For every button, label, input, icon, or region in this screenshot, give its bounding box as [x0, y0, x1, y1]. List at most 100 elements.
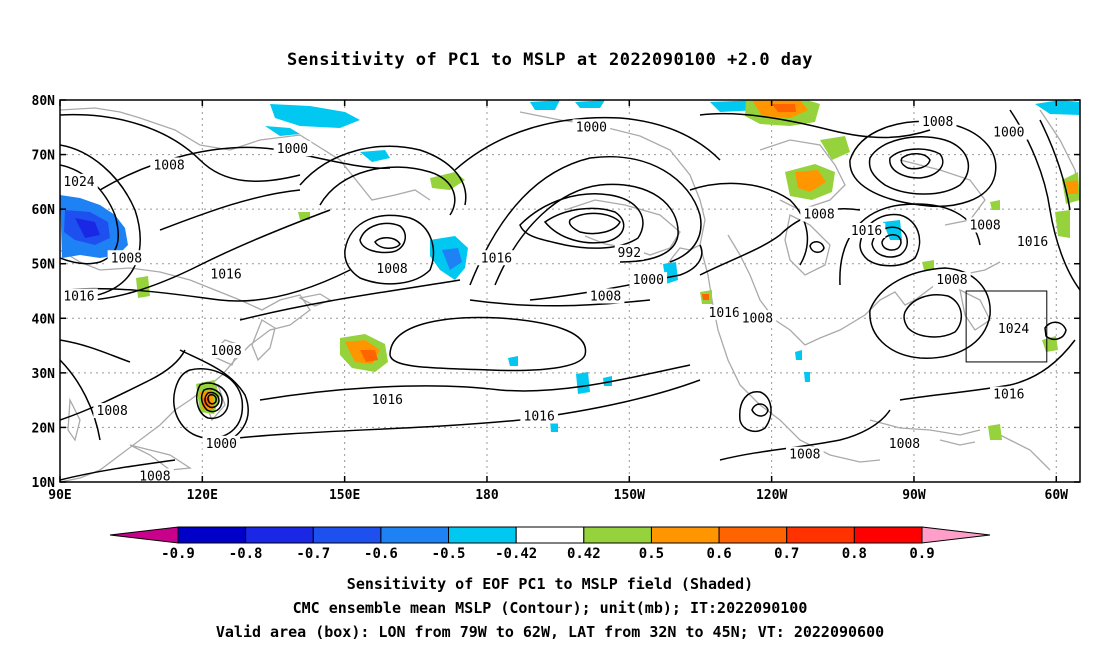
colorbar-swatch [515, 526, 585, 544]
contour-label: 1016 [210, 268, 241, 283]
lat-label: 60N [32, 203, 56, 218]
colorbar-max-arrow [921, 526, 991, 544]
colorbar-label: 0.5 [639, 546, 664, 562]
colorbar-swatch [312, 526, 382, 544]
contour-label-bg [207, 266, 245, 282]
lon-label: 150E [329, 488, 360, 503]
contour-label: 1008 [789, 448, 820, 463]
contour-label-bg [202, 435, 241, 451]
contour-label-bg [586, 288, 625, 304]
contour-label-bg [738, 310, 777, 326]
lon-label: 90W [902, 488, 926, 503]
contour-label-bg [136, 468, 174, 482]
lat-label: 20N [32, 421, 56, 436]
lon-label: 180 [475, 488, 499, 503]
contour-label: 1008 [969, 219, 1000, 234]
lat-label: 50N [32, 258, 56, 273]
contour-label-bg [373, 261, 411, 277]
contour-label: 1016 [709, 306, 740, 321]
colorbar-swatch [380, 526, 450, 544]
sensitivity-shading [60, 100, 1080, 440]
colorbar-label: -0.42 [495, 546, 537, 562]
contour-label: 1008 [111, 251, 142, 266]
contour-label-bg [800, 206, 838, 222]
contour-label: 992 [618, 246, 641, 261]
contour-label-bg [477, 250, 516, 266]
contour-label-bg [273, 141, 312, 157]
contour-label-bg [93, 403, 131, 419]
contour-label-bg [966, 217, 1004, 233]
colorbar-swatch [448, 526, 517, 544]
colorbar-swatch [853, 526, 923, 544]
contour-label: 1008 [97, 404, 128, 419]
colorbar-label: -0.5 [432, 546, 466, 562]
contour-label-bg [207, 343, 245, 359]
lon-label: 90E [48, 488, 71, 503]
colorbar: -0.9 -0.8 -0.7 -0.6 -0.5 -0.42 0.42 0.5 0.6 0.7 0.… [109, 526, 991, 562]
colorbar-label: 0.42 [567, 546, 601, 562]
valid-area-box [965, 290, 1048, 363]
colorbar-label: -0.7 [296, 546, 330, 562]
lat-label: 80N [32, 94, 56, 109]
contour-label: 1024 [63, 175, 94, 190]
contour-label-bg [150, 157, 188, 173]
contour-label: 1016 [372, 393, 403, 408]
colorbar-min-arrow [109, 526, 179, 544]
map-frame [59, 99, 1081, 483]
contour-label: 1016 [481, 251, 512, 266]
contour-label-bg [847, 222, 886, 238]
colorbar-swatch [718, 526, 788, 544]
contour-label: 1016 [993, 388, 1024, 403]
colorbar-label: -0.8 [229, 546, 263, 562]
contour-label: 1008 [922, 115, 953, 130]
figure-title: Sensitivity of PC1 to MSLP at 2022090100… [286, 50, 813, 70]
colorbar-swatch [177, 526, 247, 544]
lon-label: 150W [614, 488, 645, 503]
contour-label: 1016 [1017, 235, 1048, 250]
contour-label: 1000 [277, 142, 308, 157]
contour-label-bg [994, 321, 1033, 337]
lat-label: 30N [32, 367, 56, 382]
contour-label: 1016 [851, 224, 882, 239]
lat-label: 40N [32, 312, 56, 327]
contour-label-bg [520, 408, 558, 424]
contour-label: 1008 [210, 344, 241, 359]
contour-label: 1016 [524, 410, 555, 425]
contour-label: 1016 [63, 289, 94, 304]
colorbar-swatch [583, 526, 652, 544]
contour-label: 1024 [998, 322, 1029, 337]
contour-label-bg [614, 244, 644, 260]
colorbar-label: 0.7 [774, 546, 799, 562]
lon-label: 120W [756, 488, 787, 503]
lon-label: 120E [187, 488, 218, 503]
contour-label: 1008 [936, 273, 967, 288]
contour-label: 1008 [742, 311, 773, 326]
contour-label-bg [705, 304, 743, 320]
contour-label-bg [885, 435, 924, 451]
colorbar-label: 0.6 [706, 546, 731, 562]
caption-valid-area: Valid area (box): LON from 79W to 62W, L… [215, 623, 885, 641]
contour-label-bg [990, 386, 1028, 402]
caption-contour: CMC ensemble mean MSLP (Contour); unit(m… [292, 599, 808, 617]
contour-label-bg [918, 113, 957, 129]
contour-label: 1008 [139, 470, 170, 485]
caption-shading: Sensitivity of EOF PC1 to MSLP field (Sh… [346, 575, 754, 593]
contour-label-bg [60, 173, 98, 189]
contour-label-bg [107, 250, 146, 266]
contour-label: 1000 [206, 437, 237, 452]
lat-label: 10N [32, 476, 56, 491]
contour-label-bg [786, 446, 824, 462]
contour-label-bg [60, 288, 98, 304]
colorbar-label: -0.9 [161, 546, 195, 562]
contour-label: 1008 [590, 289, 621, 304]
contour-label-bg [572, 119, 611, 135]
contour-label: 1000 [633, 273, 664, 288]
map-background [60, 100, 1080, 482]
contour-label: 1008 [803, 208, 834, 223]
contour-label: 1008 [889, 437, 920, 452]
contour-label: 1000 [993, 126, 1024, 141]
